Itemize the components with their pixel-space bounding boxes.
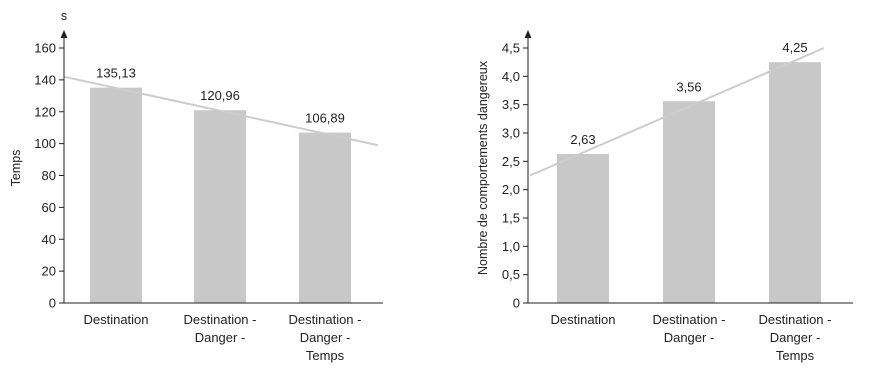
- y-tick-label-1-4: 80: [42, 168, 56, 183]
- category-label-2-3-1: Destination -: [759, 312, 832, 327]
- y-axis-title-2: Nombre de comportements dangereux: [476, 60, 490, 275]
- y-tick-label-2-8: 4,0: [502, 69, 520, 84]
- trend-line-2: [529, 47, 825, 177]
- y-axis-title-1: Temps: [9, 150, 23, 187]
- value-label-2-2: 3,56: [676, 79, 701, 94]
- y-tick-label-1-7: 140: [34, 72, 56, 87]
- category-label-1-3-2: Danger -: [300, 330, 351, 345]
- value-label-2-3: 4,25: [782, 40, 807, 55]
- bar-2-2: [663, 101, 715, 304]
- y-tick-label-2-5: 2,5: [502, 154, 520, 169]
- bar-1-1: [90, 87, 142, 303]
- value-label-1-3: 106,89: [305, 111, 345, 126]
- y-tick-label-2-1: 0,5: [502, 267, 520, 282]
- category-label-1-3-1: Destination -: [289, 312, 362, 327]
- trend-line-1: [63, 75, 379, 147]
- y-tick-label-1-5: 100: [34, 136, 56, 151]
- y-tick-label-2-3: 1,5: [502, 211, 520, 226]
- bar-2-3: [769, 62, 821, 303]
- category-label-2-2-1: Destination -: [653, 312, 726, 327]
- category-label-2-1-1: Destination: [550, 312, 615, 327]
- value-label-1-1: 135,13: [96, 66, 136, 81]
- value-label-1-2: 120,96: [200, 88, 240, 103]
- y-tick-label-1-6: 120: [34, 104, 56, 119]
- y-axis-arrow-icon-1: [60, 30, 68, 38]
- category-label-1-1-1: Destination: [83, 312, 148, 327]
- y-tick-label-1-8: 160: [34, 41, 56, 56]
- value-label-2-1: 2,63: [570, 132, 595, 147]
- category-label-2-3-3: Temps: [776, 348, 815, 363]
- bar-1-2: [194, 110, 246, 303]
- y-tick-label-1-0: 0: [49, 296, 56, 311]
- y-tick-label-1-1: 20: [42, 264, 56, 279]
- category-label-1-2-1: Destination -: [184, 312, 257, 327]
- y-tick-label-2-7: 3,5: [502, 97, 520, 112]
- y-tick-label-2-2: 1,0: [502, 239, 520, 254]
- category-label-1-3-3: Temps: [306, 348, 345, 363]
- bar-2-1: [557, 153, 609, 303]
- y-tick-label-2-0: 0: [513, 296, 520, 311]
- y-axis-arrow-icon-2: [524, 30, 532, 38]
- category-label-2-2-2: Danger -: [664, 330, 715, 345]
- y-tick-label-1-2: 40: [42, 232, 56, 247]
- y-tick-label-2-9: 4,5: [502, 41, 520, 56]
- category-label-2-3-2: Danger -: [770, 330, 821, 345]
- bar-1-3: [299, 132, 351, 303]
- y-tick-label-2-6: 3,0: [502, 126, 520, 141]
- y-tick-label-1-3: 60: [42, 200, 56, 215]
- category-label-1-2-2: Danger -: [195, 330, 246, 345]
- y-axis-unit-1: s: [61, 9, 67, 23]
- y-tick-label-2-4: 2,0: [502, 182, 520, 197]
